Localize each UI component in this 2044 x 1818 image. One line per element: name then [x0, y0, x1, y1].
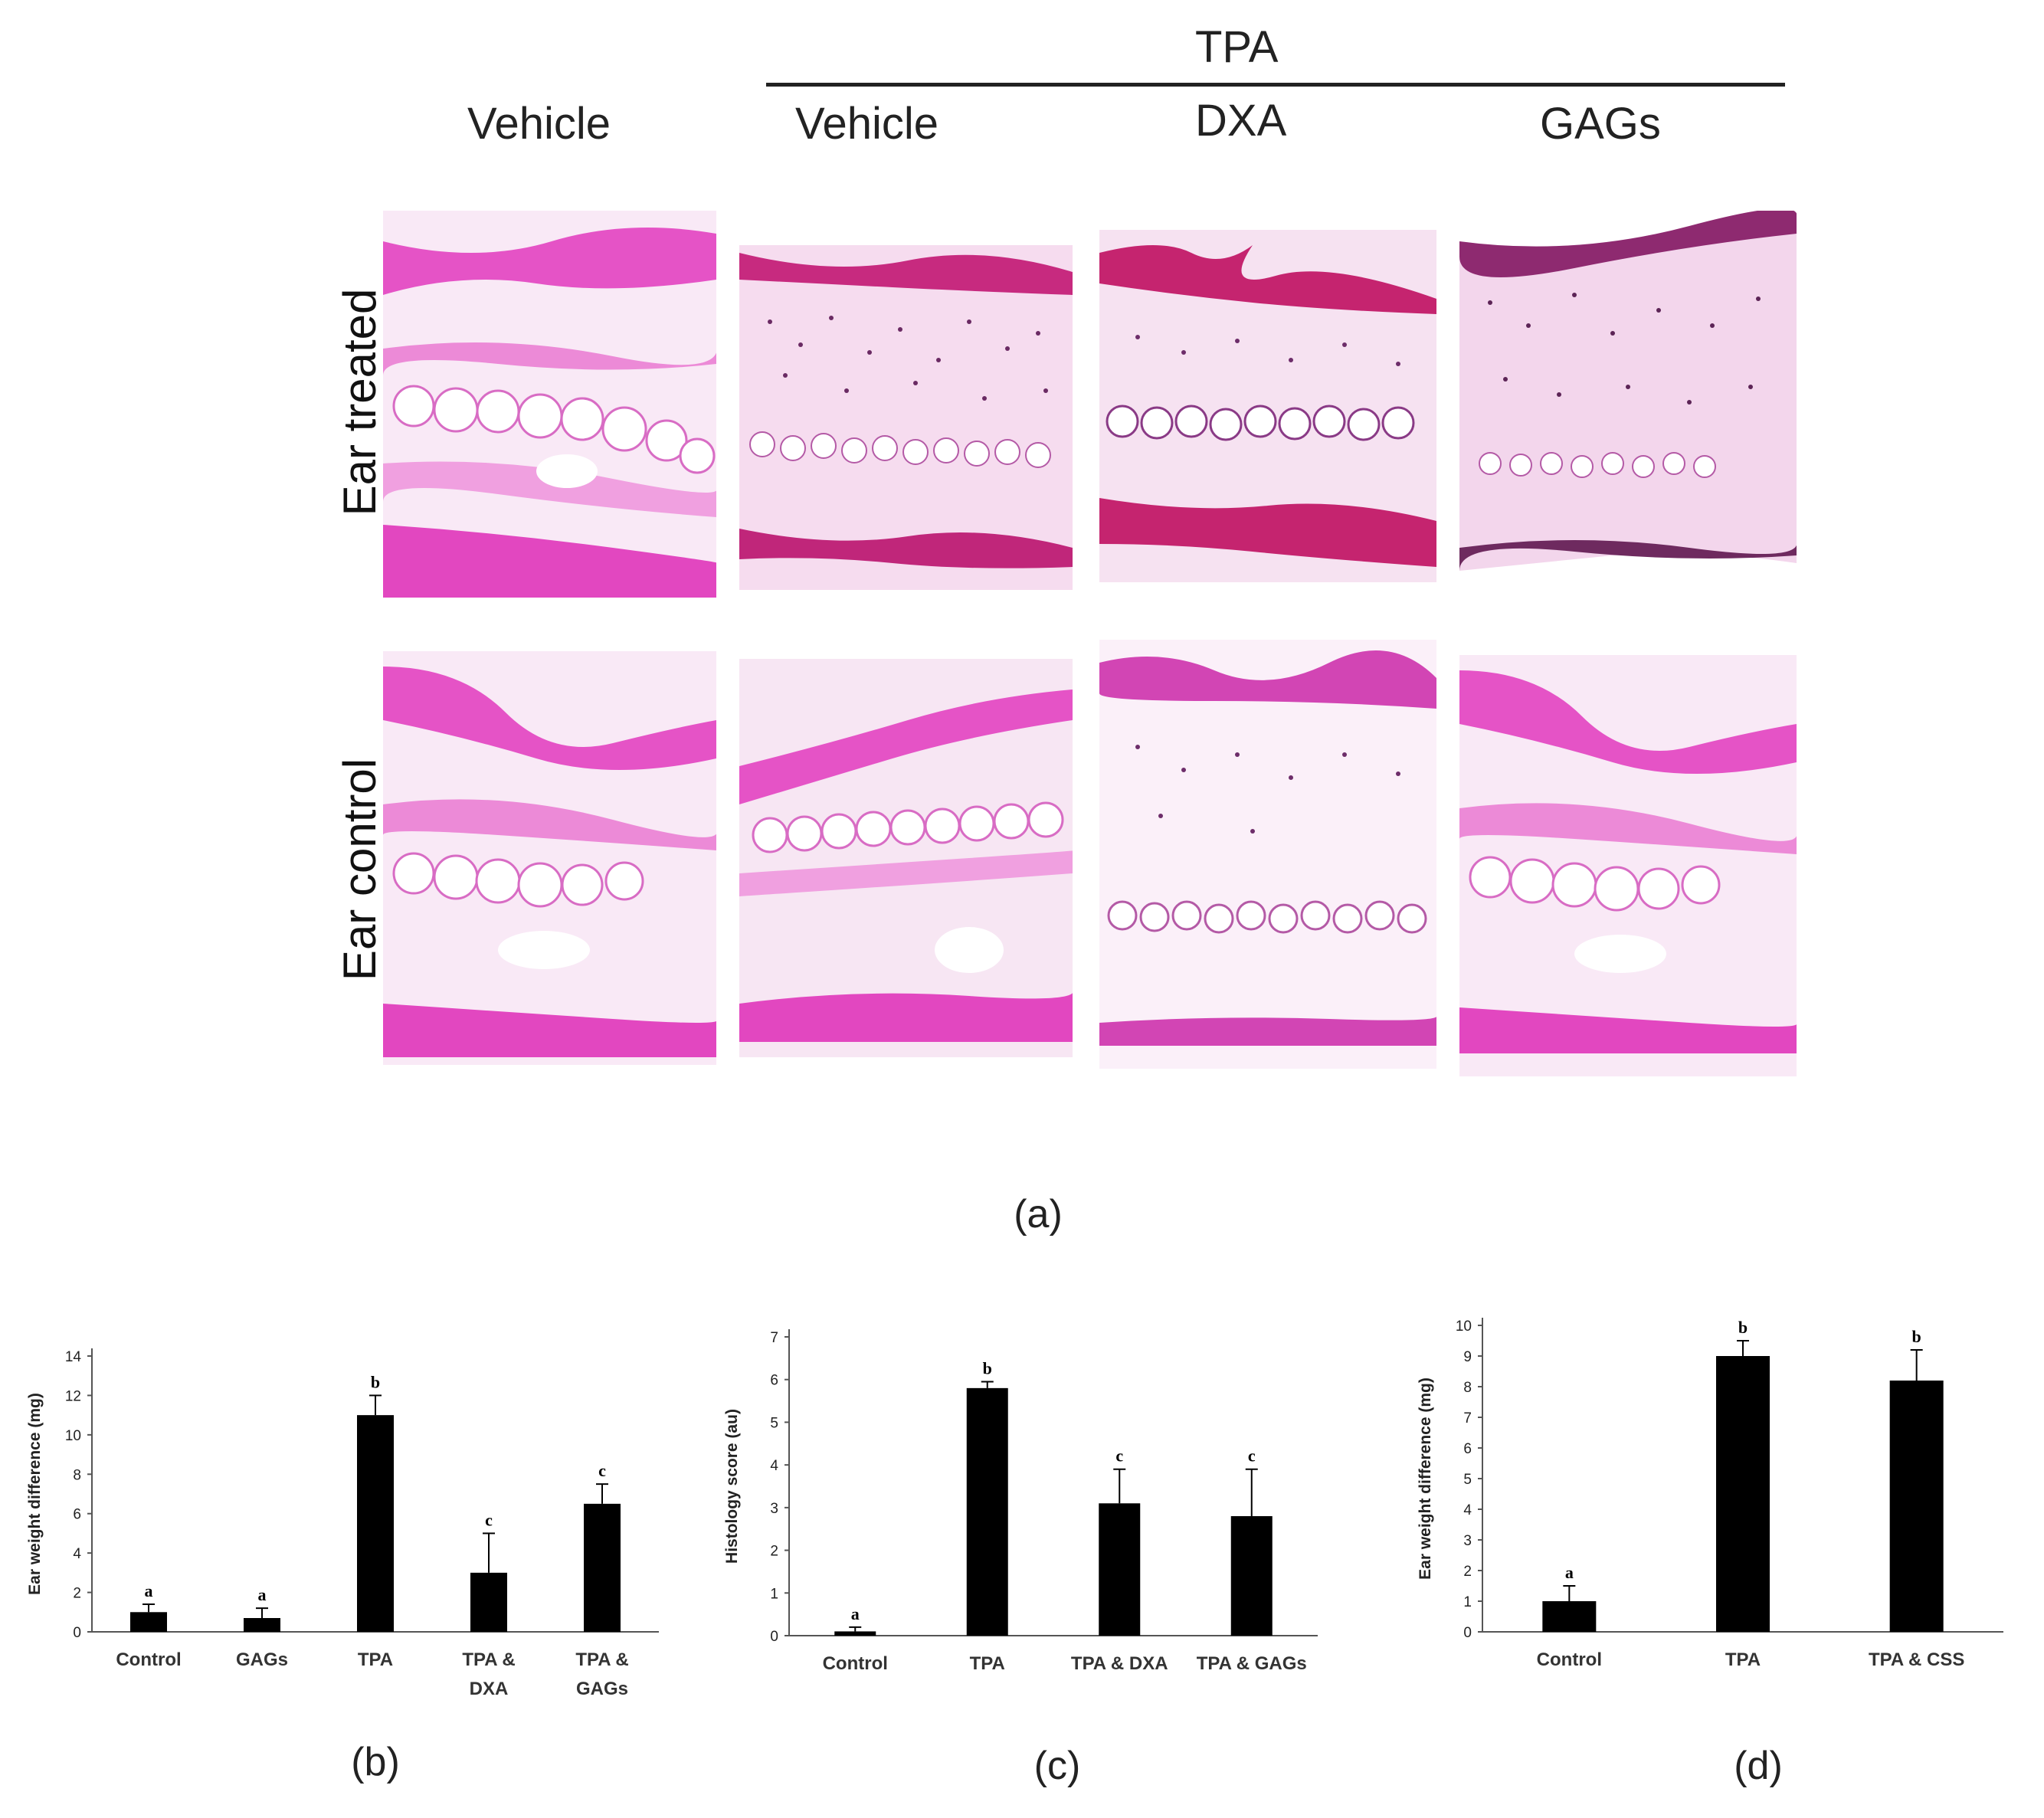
category-label: TPA [970, 1653, 1005, 1674]
y-tick-label: 1 [1463, 1594, 1472, 1610]
category-label: TPA [358, 1649, 393, 1670]
y-tick-label: 3 [1463, 1533, 1472, 1549]
histology-image-tpa-dxa-treated [1099, 230, 1436, 582]
panel-label-a: (a) [1014, 1192, 1063, 1237]
y-tick-label: 4 [770, 1458, 778, 1474]
y-tick-label: 14 [65, 1349, 82, 1365]
category-label: GAGs [576, 1679, 628, 1699]
y-tick-label: 2 [1463, 1564, 1472, 1580]
bar [470, 1572, 507, 1632]
significance-letter: a [851, 1604, 860, 1623]
histology-image-tpa-vehicle-control [739, 659, 1073, 1057]
y-tick-label: 10 [65, 1428, 81, 1444]
y-tick-label: 6 [770, 1373, 778, 1389]
histology-image-tpa-gags-treated [1459, 211, 1797, 636]
y-tick-label: 0 [1463, 1625, 1472, 1641]
y-tick-label: 9 [1463, 1349, 1472, 1365]
col-header-vehicle: Vehicle [467, 99, 611, 149]
category-label: TPA & [462, 1649, 515, 1670]
y-tick-label: 2 [73, 1586, 81, 1602]
bar [244, 1618, 280, 1632]
bar [1889, 1381, 1944, 1632]
chart-b: 0 2 4 6 8 10 12 14 Ear weight difference (mg) a Co… [26, 1348, 659, 1699]
panel-label-d: (d) [1734, 1744, 1783, 1788]
y-tick-label: 3 [770, 1501, 778, 1517]
significance-letter: b [371, 1372, 380, 1391]
bar [357, 1415, 394, 1632]
y-axis-label: Histology score (au) [723, 1409, 741, 1564]
category-label: TPA & GAGs [1197, 1653, 1307, 1674]
y-tick-label: 1 [770, 1586, 778, 1602]
y-axis-label: Ear weight difference (mg) [26, 1393, 44, 1595]
histology-image-tpa-gags-control [1459, 655, 1797, 1076]
significance-letter: b [983, 1359, 992, 1378]
y-axis-label: Ear weight difference (mg) [1417, 1377, 1434, 1580]
y-tick-label: 7 [1463, 1410, 1472, 1427]
y-tick-label: 5 [770, 1415, 778, 1431]
y-tick-label: 7 [770, 1330, 778, 1346]
y-tick-label: 6 [73, 1507, 81, 1523]
significance-letter: a [1565, 1563, 1574, 1582]
y-tick-label: 5 [1463, 1472, 1472, 1488]
y-tick-label: 8 [73, 1467, 81, 1483]
col-header-dxa: DXA [1195, 96, 1287, 146]
category-label: Control [823, 1653, 888, 1674]
bar [1716, 1356, 1770, 1632]
category-label: TPA & CSS [1869, 1649, 1964, 1670]
significance-letter: a [258, 1585, 267, 1604]
histology-image-tpa-vehicle-treated [739, 245, 1073, 590]
significance-letter: c [598, 1461, 606, 1480]
significance-letter: b [1912, 1327, 1921, 1346]
y-tick-label: 0 [770, 1629, 778, 1645]
y-tick-label: 10 [1456, 1318, 1472, 1335]
row-label-ear-control: Ear control [334, 758, 385, 981]
category-label: TPA & [575, 1649, 628, 1670]
bar [1099, 1503, 1141, 1636]
category-label: DXA [470, 1679, 509, 1699]
significance-letter: c [1115, 1446, 1123, 1466]
bar [834, 1631, 876, 1636]
bar [584, 1503, 621, 1632]
category-label: GAGs [236, 1649, 288, 1670]
category-label: TPA [1725, 1649, 1761, 1670]
col-header-gags: GAGs [1540, 99, 1661, 149]
y-tick-label: 4 [1463, 1502, 1472, 1518]
category-label: Control [116, 1649, 181, 1670]
chart-c: 0 1 2 3 4 5 6 7 Histology score (au) a Control b TPA… [723, 1329, 1318, 1674]
tpa-bracket-line [766, 83, 1785, 87]
histology-image-vehicle-treated [383, 211, 716, 598]
chart-d: 0 1 2 3 4 5 6 7 8 9 10 Ear weight difference (mg) a C… [1417, 1318, 2003, 1670]
histology-image-tpa-dxa-control [1099, 640, 1436, 1069]
row-label-ear-treated: Ear treated [334, 288, 385, 516]
bar [1542, 1601, 1597, 1632]
y-tick-label: 8 [1463, 1380, 1472, 1396]
significance-letter: c [1248, 1446, 1256, 1466]
category-label: TPA & DXA [1071, 1653, 1168, 1674]
category-label: Control [1537, 1649, 1602, 1670]
tpa-header: TPA [1195, 22, 1279, 72]
y-tick-label: 0 [73, 1625, 81, 1641]
bar [966, 1387, 1008, 1636]
significance-letter: b [1738, 1318, 1748, 1337]
bar [130, 1612, 167, 1632]
y-tick-label: 2 [770, 1544, 778, 1560]
y-tick-label: 4 [73, 1546, 81, 1562]
y-tick-label: 6 [1463, 1441, 1472, 1457]
significance-letter: c [485, 1510, 493, 1529]
significance-letter: a [145, 1581, 153, 1600]
histology-image-vehicle-control [383, 651, 716, 1065]
y-tick-label: 12 [65, 1388, 81, 1404]
col-header-tpa-vehicle: Vehicle [795, 99, 939, 149]
bar [1230, 1516, 1273, 1636]
panel-label-c: (c) [1033, 1744, 1081, 1788]
panel-label-b: (b) [351, 1740, 400, 1784]
